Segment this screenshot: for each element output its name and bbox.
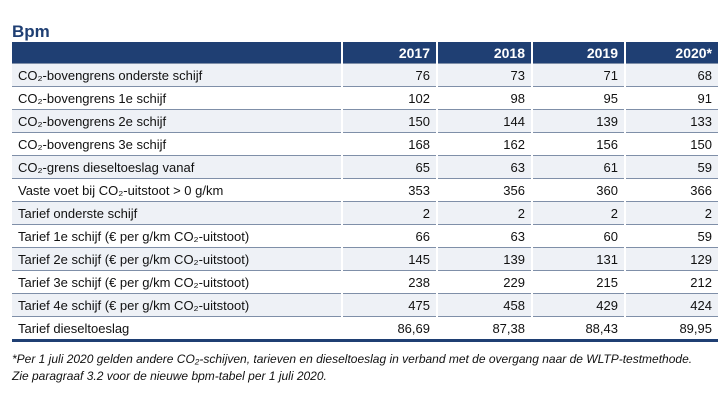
cell-value: 73 <box>436 63 532 87</box>
cell-value: 63 <box>436 224 532 248</box>
page-title: Bpm <box>12 22 50 41</box>
row-label: CO₂-bovengrens 3e schijf <box>12 132 342 156</box>
table-row: CO₂-bovengrens 3e schijf 168 162 156 150 <box>12 132 718 156</box>
cell-value: 144 <box>436 109 532 133</box>
table-row: Vaste voet bij CO₂-uitstoot > 0 g/km 353 3… <box>12 178 718 202</box>
cell-value: 145 <box>341 247 437 271</box>
row-label: Tarief 1e schijf (€ per g/km CO₂-uitstoo… <box>12 224 342 248</box>
cell-value: 458 <box>436 293 532 317</box>
cell-value: 139 <box>531 109 625 133</box>
cell-value: 86,69 <box>341 316 437 342</box>
cell-value: 475 <box>341 293 437 317</box>
column-header-2019: 2019 <box>531 42 625 64</box>
cell-value: 238 <box>341 270 437 294</box>
column-header-2018: 2018 <box>436 42 532 64</box>
cell-value: 212 <box>624 270 718 294</box>
cell-value: 98 <box>436 86 532 110</box>
cell-value: 353 <box>341 178 437 202</box>
table-row: CO₂-grens dieseltoeslag vanaf 65 63 61 59 <box>12 155 718 179</box>
cell-value: 156 <box>531 132 625 156</box>
row-label: Tarief dieseltoeslag <box>12 316 342 342</box>
table-row: Tarief 2e schijf (€ per g/km CO₂-uitstoo… <box>12 247 718 271</box>
cell-value: 68 <box>624 63 718 87</box>
cell-value: 2 <box>531 201 625 225</box>
column-header-label <box>12 42 342 64</box>
table-row: CO₂-bovengrens 2e schijf 150 144 139 133 <box>12 109 718 133</box>
table-row: Tarief 1e schijf (€ per g/km CO₂-uitstoo… <box>12 224 718 248</box>
cell-value: 87,38 <box>436 316 532 342</box>
row-label: CO₂-bovengrens onderste schijf <box>12 63 342 87</box>
cell-value: 71 <box>531 63 625 87</box>
table-row: Tarief onderste schijf 2 2 2 2 <box>12 201 718 225</box>
row-label: Tarief 3e schijf (€ per g/km CO₂-uitstoo… <box>12 270 342 294</box>
column-header-2020: 2020* <box>624 42 718 64</box>
cell-value: 2 <box>624 201 718 225</box>
cell-value: 150 <box>624 132 718 156</box>
row-label: Tarief onderste schijf <box>12 201 342 225</box>
cell-value: 360 <box>531 178 625 202</box>
bpm-table: 2017 2018 2019 2020* CO₂-bovengrens onde… <box>12 42 718 342</box>
table-row: Tarief dieseltoeslag 86,69 87,38 88,43 89,95 <box>12 316 718 342</box>
cell-value: 133 <box>624 109 718 133</box>
cell-value: 61 <box>531 155 625 179</box>
cell-value: 229 <box>436 270 532 294</box>
footnote: *Per 1 juli 2020 gelden andere CO₂-schij… <box>12 352 693 383</box>
cell-value: 139 <box>436 247 532 271</box>
cell-value: 162 <box>436 132 532 156</box>
cell-value: 168 <box>341 132 437 156</box>
table-row: Tarief 3e schijf (€ per g/km CO₂-uitstoo… <box>12 270 718 294</box>
cell-value: 429 <box>531 293 625 317</box>
row-label: Vaste voet bij CO₂-uitstoot > 0 g/km <box>12 178 342 202</box>
cell-value: 60 <box>531 224 625 248</box>
cell-value: 59 <box>624 224 718 248</box>
cell-value: 88,43 <box>531 316 625 342</box>
cell-value: 66 <box>341 224 437 248</box>
cell-value: 356 <box>436 178 532 202</box>
cell-value: 2 <box>341 201 437 225</box>
cell-value: 424 <box>624 293 718 317</box>
cell-value: 91 <box>624 86 718 110</box>
table-row: CO₂-bovengrens onderste schijf 76 73 71 68 <box>12 63 718 87</box>
row-label: Tarief 2e schijf (€ per g/km CO₂-uitstoo… <box>12 247 342 271</box>
row-label: CO₂-bovengrens 2e schijf <box>12 109 342 133</box>
table-row: Tarief 4e schijf (€ per g/km CO₂-uitstoo… <box>12 293 718 317</box>
cell-value: 2 <box>436 201 532 225</box>
row-label: Tarief 4e schijf (€ per g/km CO₂-uitstoo… <box>12 293 342 317</box>
cell-value: 150 <box>341 109 437 133</box>
cell-value: 215 <box>531 270 625 294</box>
cell-value: 102 <box>341 86 437 110</box>
row-label: CO₂-bovengrens 1e schijf <box>12 86 342 110</box>
cell-value: 131 <box>531 247 625 271</box>
cell-value: 63 <box>436 155 532 179</box>
table-row: CO₂-bovengrens 1e schijf 102 98 95 91 <box>12 86 718 110</box>
cell-value: 95 <box>531 86 625 110</box>
cell-value: 129 <box>624 247 718 271</box>
cell-value: 366 <box>624 178 718 202</box>
row-label: CO₂-grens dieseltoeslag vanaf <box>12 155 342 179</box>
cell-value: 89,95 <box>624 316 718 342</box>
cell-value: 59 <box>624 155 718 179</box>
cell-value: 65 <box>341 155 437 179</box>
cell-value: 76 <box>341 63 437 87</box>
column-header-2017: 2017 <box>341 42 437 64</box>
table-header-row: 2017 2018 2019 2020* <box>12 42 718 64</box>
